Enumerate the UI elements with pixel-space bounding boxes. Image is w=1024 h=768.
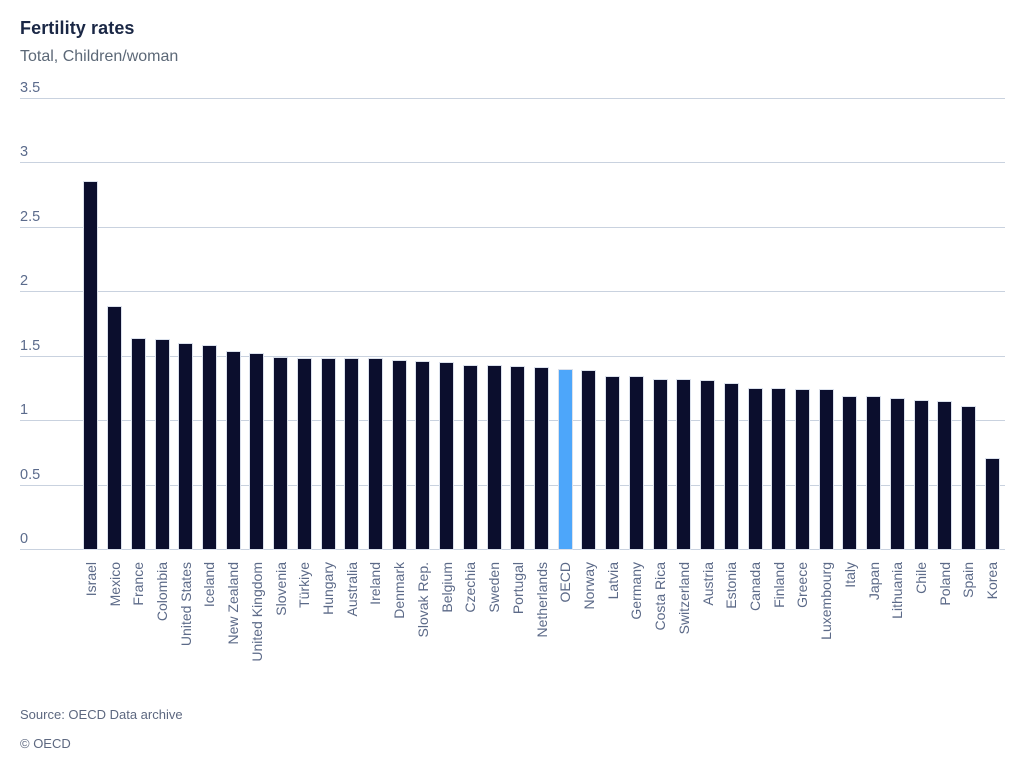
bar-estonia[interactable] bbox=[723, 382, 739, 550]
gridline-1.5 bbox=[20, 355, 1005, 357]
bar-colombia[interactable] bbox=[154, 339, 170, 550]
bar-new-zealand[interactable] bbox=[225, 350, 241, 550]
x-axis-label-canada: Canada bbox=[747, 562, 763, 612]
x-axis-label-switzerland: Switzerland bbox=[675, 562, 692, 635]
gridline-3 bbox=[20, 162, 1005, 164]
x-axis-label-colombia: Colombia bbox=[154, 562, 170, 622]
bar-australia[interactable] bbox=[344, 358, 360, 550]
bar-germany[interactable] bbox=[628, 376, 644, 550]
x-axis-label-mexico: Mexico bbox=[106, 562, 123, 607]
x-axis-label-luxembourg: Luxembourg bbox=[818, 562, 835, 640]
bar-chile[interactable] bbox=[913, 399, 929, 550]
chart-title: Fertility rates bbox=[20, 18, 135, 38]
x-axis-label-finland: Finland bbox=[770, 562, 787, 608]
x-axis-label-korea: Korea bbox=[984, 562, 1001, 600]
bar-costa-rica[interactable] bbox=[652, 378, 668, 550]
y-axis-tick-label: 3.5 bbox=[20, 80, 41, 96]
bar-poland[interactable] bbox=[937, 400, 953, 550]
bar-latvia[interactable] bbox=[605, 376, 621, 550]
bar-united-kingdom[interactable] bbox=[249, 353, 265, 550]
gridline-2 bbox=[20, 291, 1005, 293]
bar-norway[interactable] bbox=[581, 369, 597, 550]
bar-israel[interactable] bbox=[83, 180, 99, 550]
x-axis-label-italy: Italy bbox=[841, 562, 858, 588]
bar-ireland[interactable] bbox=[367, 358, 383, 550]
bar-korea[interactable] bbox=[984, 457, 1000, 550]
bar-netherlands[interactable] bbox=[534, 367, 549, 550]
bar-türkiye[interactable] bbox=[296, 358, 312, 550]
bar-denmark[interactable] bbox=[391, 359, 407, 550]
bar-slovak-rep[interactable] bbox=[415, 360, 431, 550]
bar-austria[interactable] bbox=[700, 380, 715, 550]
bar-switzerland[interactable] bbox=[676, 378, 692, 550]
x-axis-label-austria: Austria bbox=[699, 562, 716, 606]
x-axis-label-united-states: United States bbox=[177, 562, 194, 647]
bar-spain[interactable] bbox=[960, 406, 976, 550]
bar-czechia[interactable] bbox=[462, 364, 478, 550]
bar-finland[interactable] bbox=[771, 387, 787, 550]
x-axis-label-portugal: Portugal bbox=[509, 562, 526, 615]
x-axis-label-australia: Australia bbox=[343, 562, 360, 617]
x-axis-label-iceland: Iceland bbox=[201, 562, 218, 608]
x-axis-label-slovenia: Slovenia bbox=[272, 562, 289, 616]
x-axis-label-oecd: OECD bbox=[557, 562, 574, 603]
bar-lithuania[interactable] bbox=[889, 398, 905, 550]
x-axis-label-japan: Japan bbox=[865, 562, 882, 601]
bar-sweden[interactable] bbox=[486, 364, 502, 550]
y-axis-tick-label: 1 bbox=[20, 402, 29, 419]
x-axis-label-türkiye: Türkiye bbox=[296, 562, 313, 608]
x-axis-label-new-zealand: New Zealand bbox=[225, 562, 242, 645]
y-axis-tick-label: 0.5 bbox=[20, 466, 41, 483]
bar-hungary[interactable] bbox=[320, 358, 336, 550]
x-axis-label-lithuania: Lithuania bbox=[889, 562, 906, 619]
source-text: Source: OECD Data archive bbox=[20, 707, 183, 722]
x-axis-label-denmark: Denmark bbox=[391, 562, 408, 619]
x-axis-label-poland: Poland bbox=[936, 562, 953, 606]
y-axis-tick-label: 3 bbox=[20, 144, 29, 161]
bar-slovenia[interactable] bbox=[273, 357, 289, 550]
x-axis-label-germany: Germany bbox=[628, 562, 645, 620]
y-axis-tick-label: 1.5 bbox=[20, 337, 41, 354]
bar-portugal[interactable] bbox=[510, 366, 526, 550]
x-axis-label-greece: Greece bbox=[794, 562, 811, 608]
x-axis-label-belgium: Belgium bbox=[438, 562, 455, 613]
bar-iceland[interactable] bbox=[201, 345, 217, 550]
gridline-3.5 bbox=[20, 98, 1005, 99]
x-axis-label-spain: Spain bbox=[960, 562, 977, 598]
bar-france[interactable] bbox=[130, 337, 146, 550]
x-axis-label-costa-rica: Costa Rica bbox=[652, 562, 669, 631]
y-axis-tick-label: 0 bbox=[20, 531, 29, 547]
bar-belgium[interactable] bbox=[439, 362, 455, 550]
chart-subtitle: Total, Children/woman bbox=[20, 48, 179, 65]
x-axis-label-latvia: Latvia bbox=[604, 562, 621, 600]
copyright-text: © OECD bbox=[20, 736, 71, 751]
bar-united-states[interactable] bbox=[178, 342, 194, 550]
bar-canada[interactable] bbox=[747, 387, 763, 550]
bar-mexico[interactable] bbox=[107, 305, 122, 550]
x-axis-label-netherlands: Netherlands bbox=[533, 562, 550, 638]
x-axis-label-ireland: Ireland bbox=[367, 562, 384, 605]
x-axis-label-czechia: Czechia bbox=[462, 562, 479, 613]
x-axis-label-france: France bbox=[130, 562, 147, 606]
bar-italy[interactable] bbox=[842, 395, 858, 550]
gridline-2.5 bbox=[20, 226, 1005, 228]
x-axis-label-norway: Norway bbox=[580, 562, 597, 610]
x-axis-label-sweden: Sweden bbox=[486, 562, 502, 613]
bar-greece[interactable] bbox=[794, 389, 810, 550]
x-axis-label-estonia: Estonia bbox=[723, 562, 740, 609]
x-axis-label-slovak-rep: Slovak Rep. bbox=[414, 562, 431, 638]
x-axis-label-hungary: Hungary bbox=[320, 562, 336, 615]
x-axis-label-united-kingdom: United Kingdom bbox=[248, 562, 265, 662]
x-axis-label-chile: Chile bbox=[913, 562, 929, 594]
bar-japan[interactable] bbox=[866, 395, 882, 550]
x-axis-label-israel: Israel bbox=[82, 562, 99, 597]
bar-luxembourg[interactable] bbox=[818, 389, 834, 550]
y-axis-tick-label: 2.5 bbox=[20, 208, 41, 225]
bar-oecd[interactable] bbox=[557, 368, 573, 550]
y-axis-tick-label: 2 bbox=[20, 273, 29, 290]
